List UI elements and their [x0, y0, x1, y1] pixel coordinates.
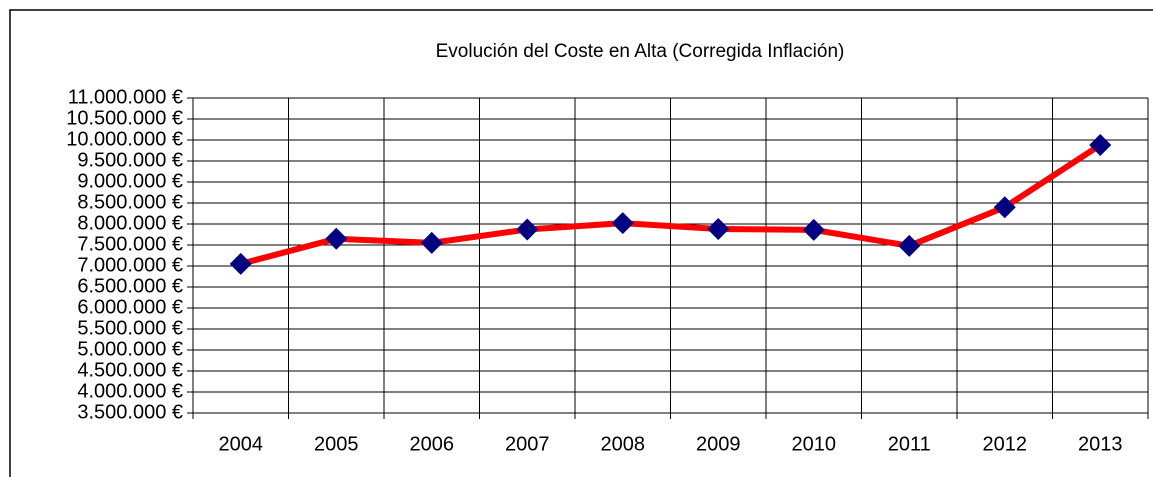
- y-tick-label: 10.500.000 €: [66, 107, 183, 129]
- y-tick-label: 9.500.000 €: [77, 149, 183, 171]
- x-tick-label: 2011: [888, 433, 931, 455]
- data-point: [898, 234, 921, 257]
- x-tick-label: 2004: [219, 433, 264, 455]
- data-point: [611, 212, 634, 235]
- y-tick-label: 7.500.000 €: [77, 233, 183, 255]
- series-line: [239, 142, 1102, 267]
- data-point: [1089, 134, 1112, 157]
- x-tick-label: 2009: [696, 433, 741, 455]
- y-tick-label: 5.500.000 €: [77, 317, 183, 339]
- x-tick-label: 2008: [601, 433, 646, 455]
- data-point: [420, 231, 443, 254]
- y-tick-label: 4.500.000 €: [77, 359, 183, 381]
- data-point: [707, 218, 730, 241]
- data-point: [229, 252, 252, 275]
- y-tick-label: 9.000.000 €: [77, 170, 183, 192]
- data-point: [516, 218, 539, 241]
- x-tick-label: 2013: [1078, 433, 1123, 455]
- y-tick-label: 7.000.000 €: [77, 254, 183, 276]
- chart-frame: [9, 9, 1153, 477]
- y-tick-label: 6.000.000 €: [77, 296, 183, 318]
- y-tick-label: 10.000.000 €: [66, 128, 183, 150]
- x-tick-label: 2005: [314, 433, 359, 455]
- x-tick-label: 2010: [792, 433, 837, 455]
- x-tick-label: 2012: [983, 433, 1028, 455]
- data-point: [802, 218, 825, 241]
- x-tick-label: 2006: [410, 433, 455, 455]
- data-point: [325, 227, 348, 250]
- x-tick-label: 2007: [505, 433, 550, 455]
- y-tick-label: 3.500.000 €: [77, 401, 183, 423]
- y-tick-label: 11.000.000 €: [68, 86, 183, 108]
- y-tick-label: 4.000.000 €: [77, 380, 183, 402]
- y-tick-label: 5.000.000 €: [77, 338, 183, 360]
- data-point: [993, 196, 1016, 219]
- y-tick-label: 6.500.000 €: [77, 275, 183, 297]
- y-tick-label: 8.000.000 €: [77, 212, 183, 234]
- y-tick-label: 8.500.000 €: [77, 191, 183, 213]
- chart-title: Evolución del Coste en Alta (Corregida I…: [436, 41, 845, 62]
